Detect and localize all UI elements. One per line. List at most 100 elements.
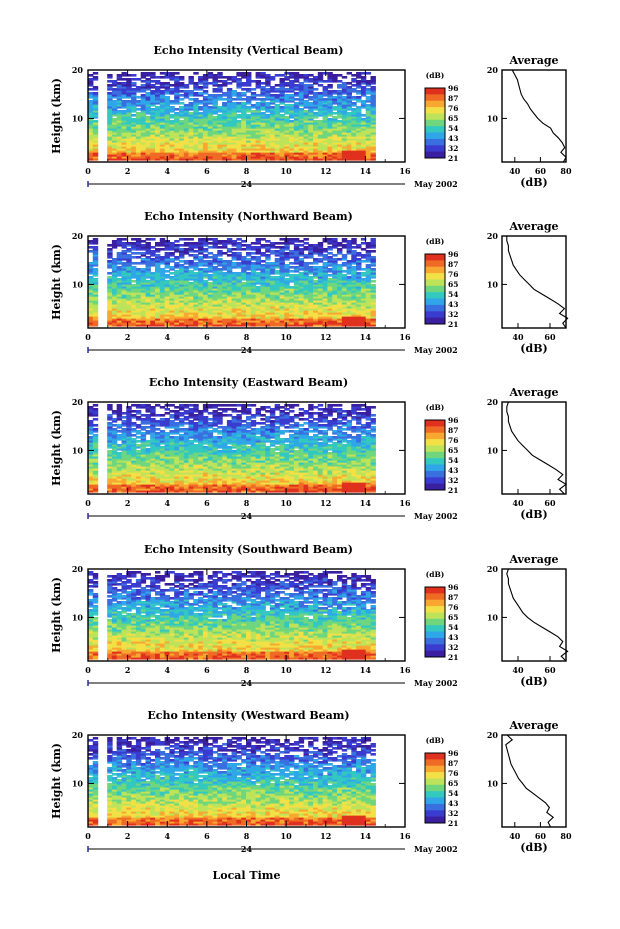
heatmap-cell: [222, 140, 228, 143]
heatmap-cell: [188, 318, 194, 321]
heatmap-cell: [313, 286, 319, 289]
heatmap-cell: [303, 290, 309, 293]
heatmap-cell: [341, 316, 348, 319]
heatmap-cell: [236, 292, 242, 295]
heatmap-cell: [155, 480, 161, 483]
heatmap-cell: [241, 140, 247, 143]
heatmap-cell: [274, 266, 281, 269]
heatmap-cell: [145, 272, 151, 275]
heatmap-cell: [169, 134, 175, 137]
heatmap-cell: [351, 104, 357, 107]
colorbar-tick-label: 32: [448, 144, 458, 153]
heatmap-cell: [217, 258, 223, 261]
heatmap-cell: [255, 266, 261, 269]
heatmap-cell: [145, 136, 151, 139]
heatmap-cell: [207, 100, 214, 103]
heatmap-cell: [198, 264, 204, 267]
heatmap-cell: [265, 98, 271, 101]
heatmap-cell: [269, 96, 276, 99]
heatmap-cell: [183, 314, 190, 317]
heatmap-cell: [116, 102, 123, 105]
heatmap-cell: [298, 312, 305, 315]
heatmap-cell: [222, 260, 228, 263]
heatmap-cell: [303, 106, 309, 109]
heatmap-cell: [222, 104, 228, 107]
heatmap-cell: [159, 148, 166, 151]
heatmap-cell: [226, 490, 233, 493]
heatmap-cell: [308, 300, 314, 303]
heatmap-cell: [341, 148, 348, 151]
heatmap-cell: [351, 278, 357, 281]
heatmap-cell: [193, 288, 199, 291]
heatmap-cell: [202, 314, 209, 317]
heatmap-cell: [145, 118, 151, 121]
heatmap-cell: [337, 324, 343, 327]
heatmap-cell: [327, 124, 333, 127]
heatmap-cell: [246, 272, 252, 275]
heatmap-cell: [246, 254, 252, 257]
heatmap-cell: [269, 296, 276, 299]
heatmap-cell: [236, 154, 242, 157]
heatmap-cell: [322, 482, 328, 485]
heatmap-cell: [260, 238, 266, 241]
heatmap-cell: [145, 100, 151, 103]
heatmap-cell: [279, 478, 285, 481]
heatmap-cell: [289, 480, 295, 483]
heatmap-cell: [260, 128, 266, 131]
heatmap-cell: [241, 320, 247, 323]
heatmap-cell: [207, 322, 214, 325]
heatmap-cell: [198, 146, 204, 149]
heatmap-cell: [370, 80, 376, 83]
heatmap-cell: [279, 98, 285, 101]
heatmap-cell: [164, 292, 170, 295]
heatmap-cell: [317, 96, 324, 99]
heatmap-cell: [360, 104, 367, 107]
heatmap-cell: [222, 110, 228, 113]
heatmap-cell: [155, 266, 161, 269]
heatmap-cell: [202, 136, 209, 139]
heatmap-cell: [322, 278, 328, 281]
heatmap-cell: [279, 306, 285, 309]
heatmap-cell: [332, 258, 338, 261]
heatmap-cell: [269, 250, 276, 253]
heatmap-cell: [269, 126, 276, 129]
heatmap-cell: [179, 150, 185, 153]
heatmap-cell: [356, 306, 362, 309]
heatmap-cell: [159, 92, 166, 95]
heatmap-cell: [255, 278, 261, 281]
heatmap-cell: [284, 292, 290, 295]
heatmap-cell: [217, 268, 223, 271]
heatmap-cell: [116, 96, 123, 99]
heatmap-cell: [107, 316, 113, 319]
heatmap-cell: [317, 252, 324, 255]
heatmap-cell: [246, 266, 252, 269]
heatmap-cell: [269, 146, 276, 149]
heatmap-cell: [126, 244, 132, 247]
heatmap-cell: [346, 298, 352, 301]
heatmap-cell: [202, 118, 209, 121]
heatmap-cell: [246, 304, 252, 307]
heatmap-cell: [222, 296, 228, 299]
heatmap-cell: [346, 120, 352, 123]
heatmap-cell: [140, 276, 147, 279]
heatmap-cell: [198, 484, 204, 487]
heatmap-cell: [332, 288, 338, 291]
heatmap-cell: [92, 114, 99, 117]
heatmap-cell: [231, 244, 237, 247]
heatmap-cell: [92, 258, 99, 261]
heatmap-cell: [92, 282, 99, 285]
heatmap-cell: [279, 260, 285, 263]
heatmap-cell: [322, 300, 328, 303]
heatmap-cell: [126, 74, 132, 77]
heatmap-cell: [159, 102, 166, 105]
heatmap-cell: [155, 122, 161, 125]
heatmap-cell: [231, 276, 237, 279]
heatmap-cell: [260, 158, 266, 161]
heatmap-cell: [145, 304, 151, 307]
heatmap-cell: [269, 106, 276, 109]
heatmap-cell: [360, 150, 367, 153]
heatmap-cell: [231, 254, 237, 257]
heatmap-cell: [346, 308, 352, 311]
heatmap-cell: [135, 86, 142, 89]
heatmap-cell: [313, 100, 319, 103]
